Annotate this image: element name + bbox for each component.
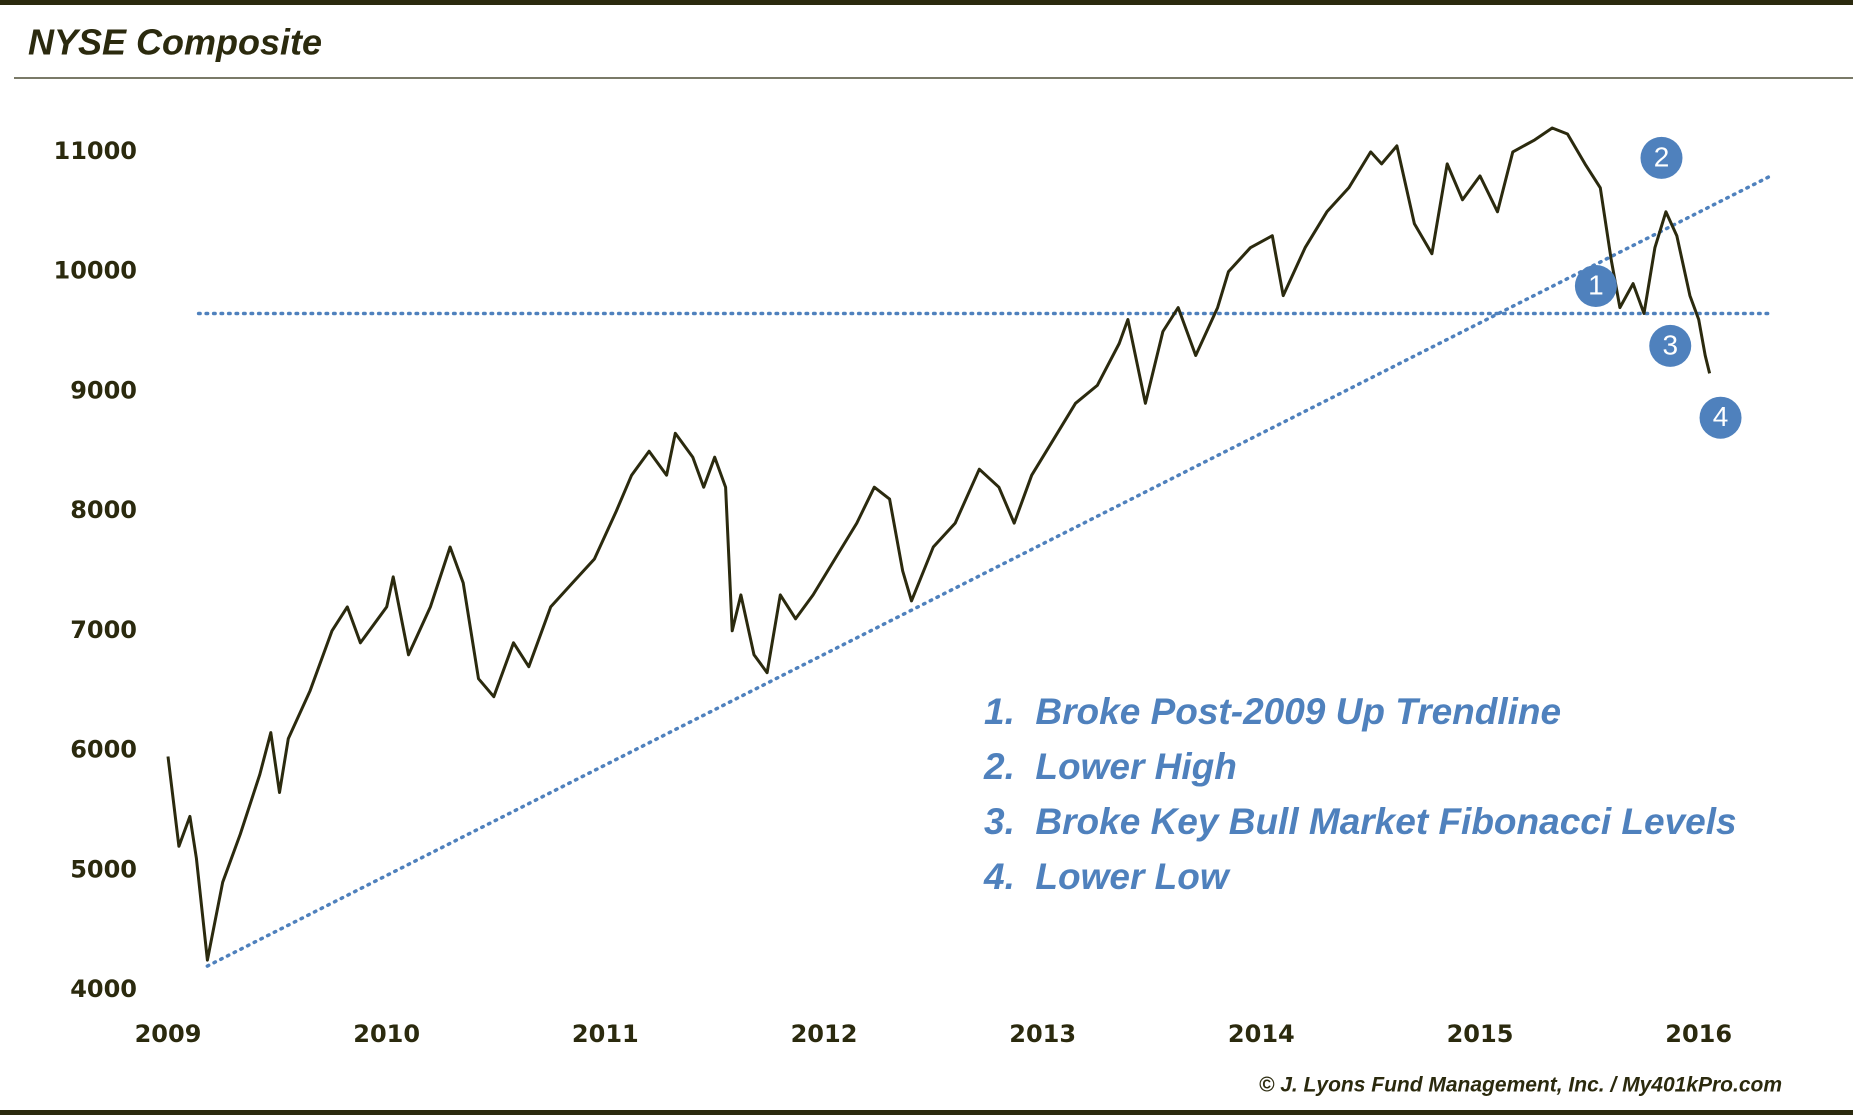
- reference-line: [205, 174, 1773, 968]
- y-tick-label: 10000: [54, 257, 138, 285]
- marker-circle: [1699, 396, 1742, 439]
- x-tick-label: 2015: [1447, 1020, 1514, 1048]
- x-tick-label: 2016: [1665, 1020, 1732, 1048]
- annotation: 3. Broke Key Bull Market Fibonacci Level…: [984, 801, 1737, 842]
- marker-label: 3: [1662, 329, 1678, 360]
- y-tick-label: 9000: [70, 376, 137, 404]
- marker-circle: [1574, 265, 1617, 308]
- price-line: [166, 126, 1712, 962]
- chart-title: NYSE Composite: [28, 22, 322, 63]
- annotation: 1. Broke Post-2009 Up Trendline: [984, 691, 1561, 732]
- marker-circle: [1649, 324, 1692, 367]
- annotation: 4. Lower Low: [983, 856, 1231, 897]
- annotation: 2. Lower High: [983, 746, 1237, 787]
- x-tick-label: 2011: [572, 1020, 639, 1048]
- y-tick-label: 6000: [70, 736, 137, 764]
- x-tick-label: 2012: [791, 1020, 858, 1048]
- x-tick-label: 2010: [353, 1020, 420, 1048]
- marker-label: 4: [1713, 401, 1729, 432]
- x-tick-label: 2013: [1009, 1020, 1076, 1048]
- marker-circle: [1640, 136, 1683, 179]
- y-tick-label: 5000: [70, 855, 137, 883]
- y-tick-label: 4000: [70, 975, 137, 1003]
- marker-label: 2: [1654, 141, 1670, 172]
- x-tick-label: 2009: [135, 1020, 202, 1048]
- top-bar: [0, 0, 1853, 5]
- x-tick-label: 2014: [1228, 1020, 1295, 1048]
- y-tick-label: 8000: [70, 496, 137, 524]
- y-tick-label: 7000: [70, 616, 137, 644]
- bottom-bar: [0, 1110, 1853, 1115]
- y-tick-label: 11000: [54, 137, 138, 165]
- marker-label: 1: [1588, 269, 1604, 300]
- source: © J. Lyons Fund Management, Inc. / My401…: [1259, 1074, 1782, 1097]
